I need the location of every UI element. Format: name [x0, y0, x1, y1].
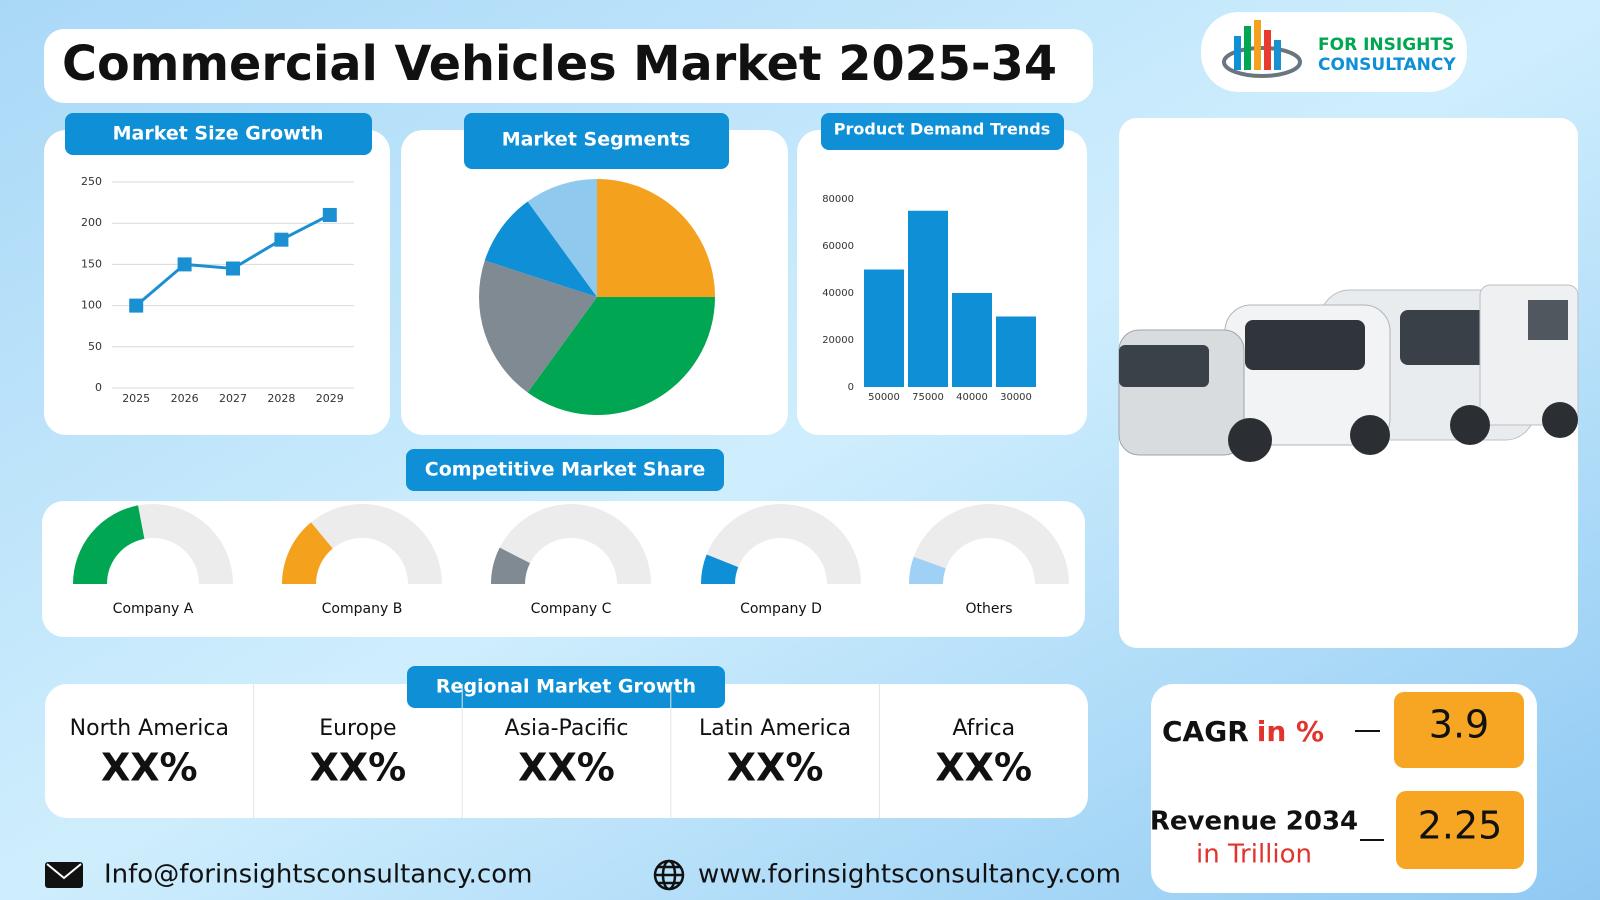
y-tick-label: 150: [81, 257, 102, 270]
gauge-fill: [701, 554, 739, 585]
pie-slice: [484, 201, 597, 297]
marker: [322, 207, 337, 222]
y-tick-label: 80000: [822, 194, 854, 205]
gauge-fill: [73, 505, 146, 585]
pie-slice: [478, 260, 597, 393]
y-tick-label: 250: [81, 175, 102, 188]
x-tick-label: 2025: [122, 392, 150, 405]
logo-icon: [1222, 20, 1302, 78]
pie-slice: [527, 297, 715, 415]
x-tick-label: 2028: [267, 392, 295, 405]
chart-title: Market Segments: [502, 129, 691, 151]
kpi-box: [1394, 692, 1524, 768]
vans-illustration: [1118, 284, 1579, 462]
footer-website: www.forinsightsconsultancy.com: [698, 860, 1121, 890]
region-name: North America: [70, 716, 229, 741]
gauge-fill: [491, 547, 531, 585]
kpi-unit: in %: [1257, 715, 1324, 748]
x-tick-label: 2027: [219, 392, 247, 405]
header-pill: [407, 666, 725, 708]
gauge-label: Company C: [531, 601, 612, 617]
region-value: XX%: [935, 746, 1032, 790]
kpi-box: [1396, 791, 1524, 869]
logo-text: FOR INSIGHTS: [1318, 35, 1454, 55]
page-title: Commercial Vehicles Market 2025-34: [62, 36, 1057, 92]
region-name: Europe: [319, 716, 396, 741]
gauge-label: Company A: [113, 601, 194, 617]
header-pill: [406, 449, 724, 491]
gauge-label: Others: [965, 601, 1012, 617]
header-pill: [821, 113, 1064, 150]
header-pill: [464, 113, 729, 169]
section-title: Regional Market Growth: [436, 676, 696, 698]
y-tick-label: 0: [95, 381, 102, 394]
bar: [864, 269, 904, 387]
region-value: XX%: [310, 746, 407, 790]
globe-icon: [653, 859, 685, 891]
gauge-track: [909, 504, 1069, 585]
email-icon: [45, 862, 83, 888]
gauge-fill: [909, 556, 946, 585]
footer-email: Info@forinsightsconsultancy.com: [104, 860, 532, 890]
region-value: XX%: [101, 746, 198, 790]
region-name: Africa: [952, 716, 1015, 741]
bar: [908, 210, 948, 387]
marker: [129, 298, 144, 313]
kpi-unit: in Trillion: [1196, 840, 1312, 870]
y-tick-label: 0: [848, 382, 854, 393]
chart-title: Competitive Market Share: [425, 459, 705, 481]
x-tick-label: 2026: [171, 392, 199, 405]
x-tick-label: 2029: [316, 392, 344, 405]
x-tick-label: 75000: [912, 392, 944, 403]
kpi-label: CAGR in %: [1162, 715, 1324, 748]
chart-title: Market Size Growth: [113, 123, 324, 145]
region-name: Asia-Pacific: [505, 716, 629, 741]
y-tick-label: 40000: [822, 288, 854, 299]
gauge-label: Company D: [740, 601, 822, 617]
panel: [45, 684, 1088, 818]
marker: [274, 232, 289, 247]
y-tick-label: 100: [81, 299, 102, 312]
logo-text: CONSULTANCY: [1318, 55, 1456, 75]
marker: [177, 257, 192, 272]
x-tick-label: 40000: [956, 392, 988, 403]
gauge-fill: [282, 522, 334, 585]
title-box: [44, 29, 1093, 103]
kpi-value: 2.25: [1418, 804, 1503, 848]
chart-title: Product Demand Trends: [834, 120, 1050, 139]
x-tick-label: 30000: [1000, 392, 1032, 403]
y-tick-label: 50: [88, 340, 102, 353]
y-tick-label: 60000: [822, 241, 854, 252]
x-tick-label: 50000: [868, 392, 900, 403]
y-tick-label: 20000: [822, 335, 854, 346]
kpi-label: Revenue 2034: [1150, 807, 1358, 837]
kpi-label: CAGR: [1162, 715, 1249, 748]
kpi-value: 3.9: [1429, 703, 1489, 747]
region-value: XX%: [727, 746, 824, 790]
bar: [996, 316, 1036, 387]
region-name: Latin America: [699, 716, 851, 741]
region-value: XX%: [518, 746, 615, 790]
header-pill: [65, 113, 372, 155]
pie-slice: [597, 179, 715, 297]
y-tick-label: 200: [81, 216, 102, 229]
gauge-track: [701, 504, 861, 585]
pie-slice: [527, 179, 597, 297]
panel: [44, 130, 390, 435]
marker: [226, 261, 240, 276]
gauge-label: Company B: [322, 601, 403, 617]
bar: [952, 293, 992, 387]
